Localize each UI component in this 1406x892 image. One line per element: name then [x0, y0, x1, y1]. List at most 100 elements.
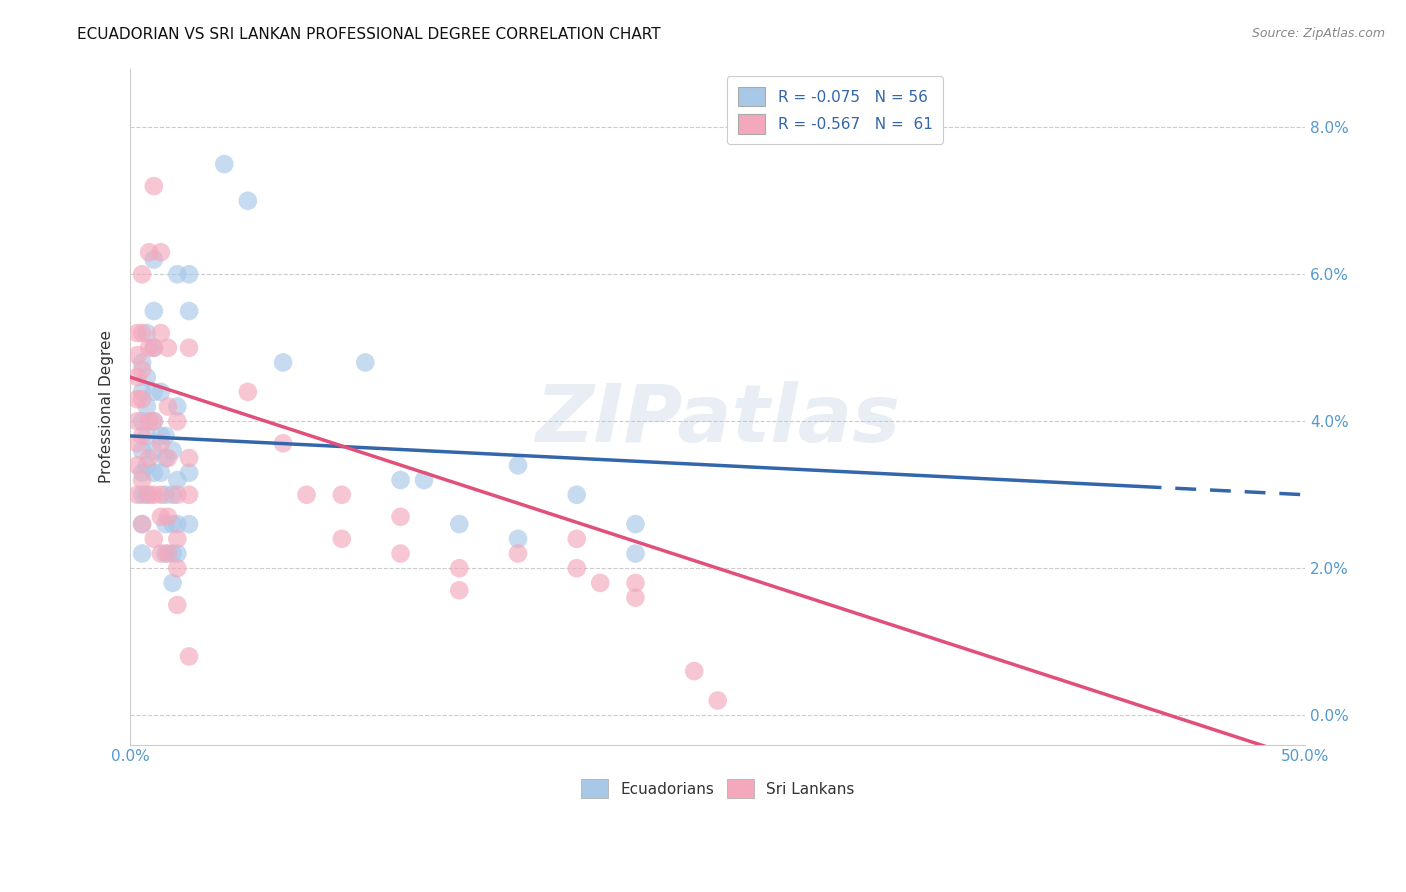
Point [236, 384, 259, 399]
Point [127, 326, 149, 340]
Point [506, 532, 529, 546]
Point [156, 341, 179, 355]
Point [214, 157, 236, 171]
Point [506, 547, 529, 561]
Legend: Ecuadorians, Sri Lankans: Ecuadorians, Sri Lankans [575, 772, 860, 805]
Point [155, 517, 177, 532]
Point [706, 693, 728, 707]
Point [142, 414, 165, 428]
Point [131, 547, 153, 561]
Point [449, 517, 471, 532]
Point [135, 370, 157, 384]
Point [135, 400, 157, 414]
Point [166, 598, 188, 612]
Point [138, 245, 160, 260]
Point [354, 355, 377, 369]
Point [683, 664, 706, 678]
Point [127, 458, 149, 473]
Point [155, 547, 177, 561]
Point [149, 384, 172, 399]
Point [138, 341, 160, 355]
Point [177, 267, 200, 281]
Point [149, 429, 172, 443]
Point [138, 450, 160, 465]
Point [131, 384, 153, 399]
Point [177, 649, 200, 664]
Point [142, 341, 165, 355]
Point [449, 583, 471, 598]
Point [177, 341, 200, 355]
Point [131, 355, 153, 369]
Point [565, 488, 588, 502]
Point [156, 400, 179, 414]
Point [127, 370, 149, 384]
Point [131, 443, 153, 458]
Point [156, 509, 179, 524]
Point [565, 561, 588, 575]
Point [149, 488, 172, 502]
Point [127, 414, 149, 428]
Point [127, 436, 149, 450]
Text: ECUADORIAN VS SRI LANKAN PROFESSIONAL DEGREE CORRELATION CHART: ECUADORIAN VS SRI LANKAN PROFESSIONAL DE… [77, 27, 661, 42]
Point [131, 517, 153, 532]
Point [166, 414, 188, 428]
Point [135, 488, 157, 502]
Point [142, 179, 165, 194]
Point [149, 326, 172, 340]
Point [142, 443, 165, 458]
Point [413, 473, 436, 487]
Point [135, 458, 157, 473]
Point [142, 466, 165, 480]
Text: ZIPatlas: ZIPatlas [536, 381, 900, 459]
Point [271, 436, 294, 450]
Point [166, 267, 188, 281]
Point [162, 576, 184, 591]
Point [449, 561, 471, 575]
Point [295, 488, 318, 502]
Point [131, 363, 153, 377]
Point [131, 392, 153, 407]
Point [624, 517, 647, 532]
Point [624, 547, 647, 561]
Point [162, 517, 184, 532]
Point [166, 517, 188, 532]
Point [589, 576, 612, 591]
Point [127, 348, 149, 362]
Point [624, 591, 647, 605]
Point [131, 488, 153, 502]
Point [565, 532, 588, 546]
Point [389, 509, 412, 524]
Point [624, 576, 647, 591]
Point [131, 466, 153, 480]
Point [142, 532, 165, 546]
Point [162, 547, 184, 561]
Text: Source: ZipAtlas.com: Source: ZipAtlas.com [1251, 27, 1385, 40]
Point [138, 414, 160, 428]
Point [166, 488, 188, 502]
Point [177, 488, 200, 502]
Point [149, 436, 172, 450]
Point [177, 304, 200, 318]
Point [138, 488, 160, 502]
Point [131, 414, 153, 428]
Point [330, 532, 353, 546]
Point [142, 252, 165, 267]
Point [166, 473, 188, 487]
Point [166, 547, 188, 561]
Point [236, 194, 259, 208]
Point [127, 392, 149, 407]
Point [131, 267, 153, 281]
Point [131, 517, 153, 532]
Point [389, 547, 412, 561]
Point [177, 450, 200, 465]
Point [142, 304, 165, 318]
Point [162, 488, 184, 502]
Point [131, 429, 153, 443]
Point [131, 326, 153, 340]
Point [149, 466, 172, 480]
Point [162, 443, 184, 458]
Point [271, 355, 294, 369]
Point [127, 488, 149, 502]
Point [156, 547, 179, 561]
Point [131, 473, 153, 487]
